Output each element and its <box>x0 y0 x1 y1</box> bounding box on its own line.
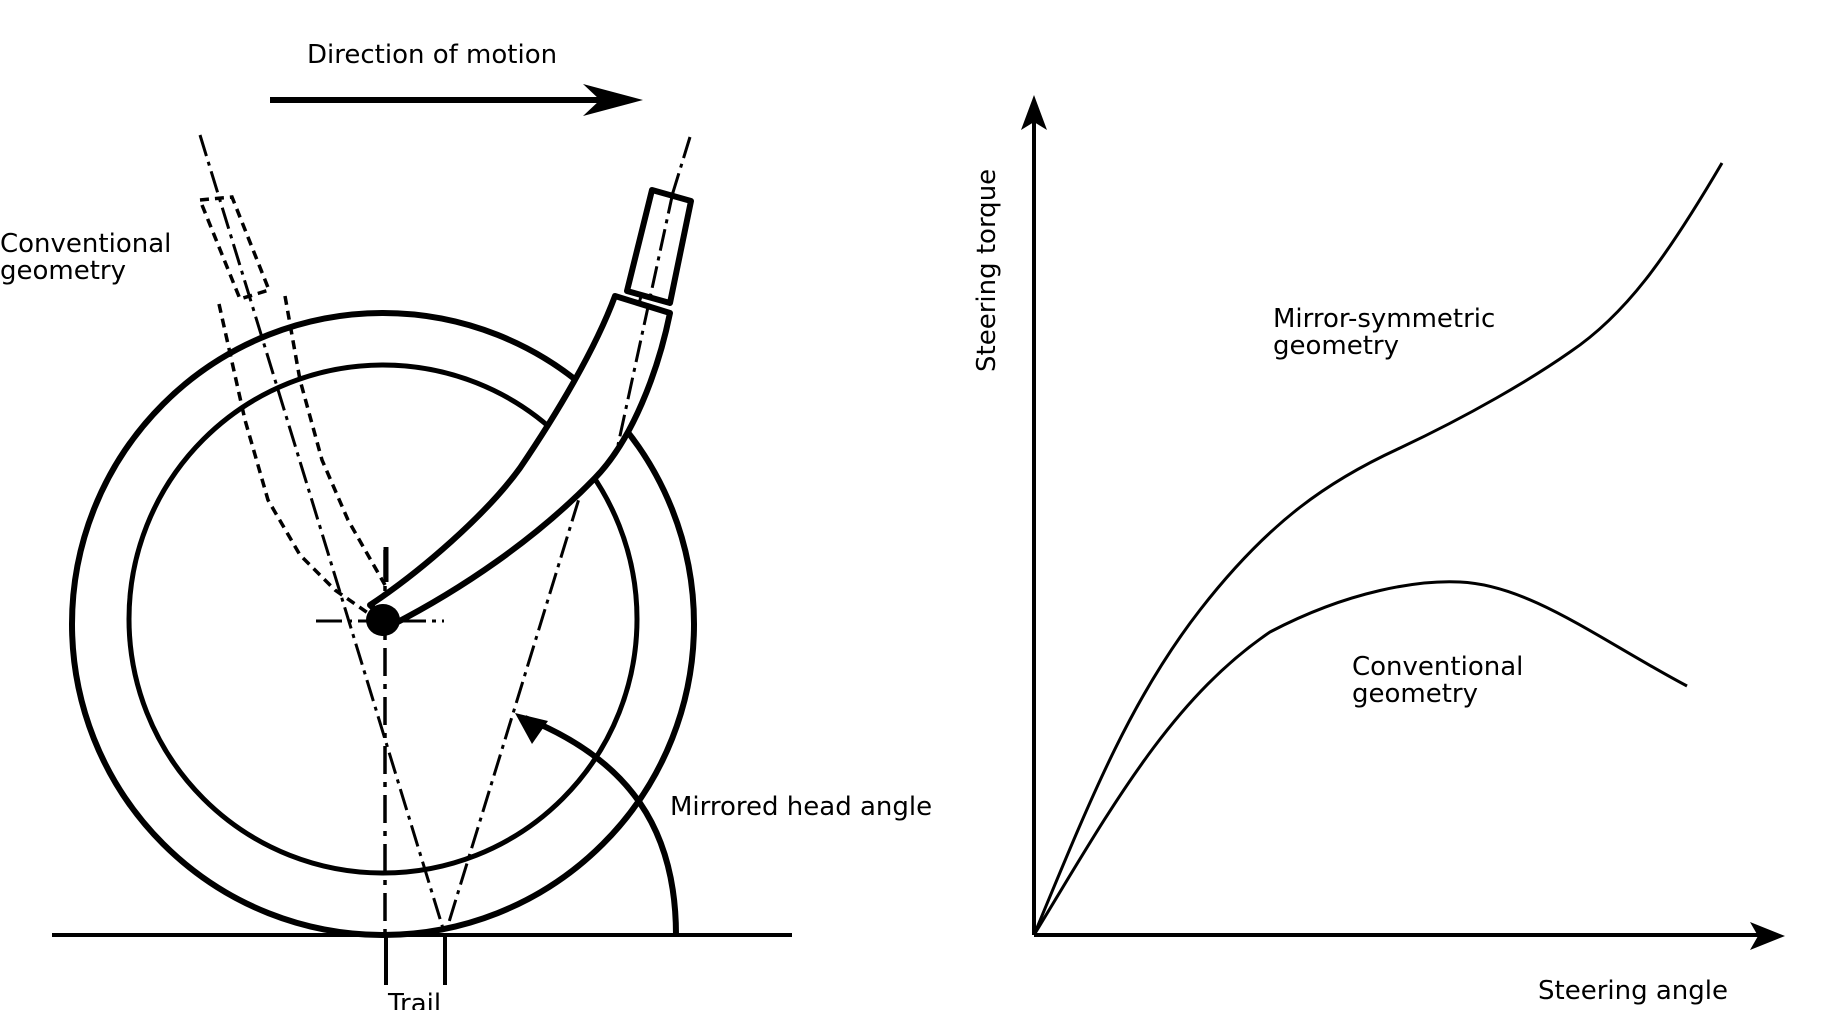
mirror-curve-label-line1: Mirror-symmetric <box>1273 304 1495 334</box>
head-angle-label: Mirrored head angle <box>670 792 932 822</box>
y-axis-arrowhead <box>1021 95 1047 130</box>
direction-label: Direction of motion <box>307 40 557 70</box>
conventional-curve-label-line2: geometry <box>1352 679 1478 709</box>
tire-inner <box>126 362 640 876</box>
conventional-curve-label-line1: Conventional <box>1352 652 1523 682</box>
conventional-steerer-tube <box>197 195 272 302</box>
direction-arrow-head <box>583 84 643 116</box>
conventional-fork-right-edge <box>283 295 387 586</box>
conventional-label-line2: geometry <box>0 256 126 286</box>
mirrored-steering-axis <box>443 136 692 936</box>
conventional-label-line1: Conventional <box>0 229 171 259</box>
tire-outer <box>69 310 697 938</box>
head-angle-arrowhead <box>515 713 548 744</box>
trail-label: Trail <box>387 989 441 1010</box>
conventional-fork-dashed <box>197 195 387 627</box>
mirror-symmetric-curve <box>1032 162 1724 936</box>
wheel-diagram: Direction of motion Conventional geometr… <box>0 40 932 1010</box>
hub <box>366 604 400 636</box>
conventional-steering-axis <box>198 134 447 936</box>
y-axis-label: Steering torque <box>972 169 1002 372</box>
mirror-curve-label-line2: geometry <box>1273 331 1399 361</box>
head-angle-arc <box>523 715 679 936</box>
x-axis-arrowhead <box>1750 922 1785 950</box>
mirrored-steerer-centerline <box>616 191 675 446</box>
conventional-fork-left-edge <box>217 303 387 627</box>
mirrored-steerer-tube <box>624 187 694 306</box>
conventional-curve <box>1032 580 1688 936</box>
torque-graph: Steering torque Steering angle Mirror-sy… <box>972 95 1785 1006</box>
x-axis-label: Steering angle <box>1538 976 1728 1006</box>
